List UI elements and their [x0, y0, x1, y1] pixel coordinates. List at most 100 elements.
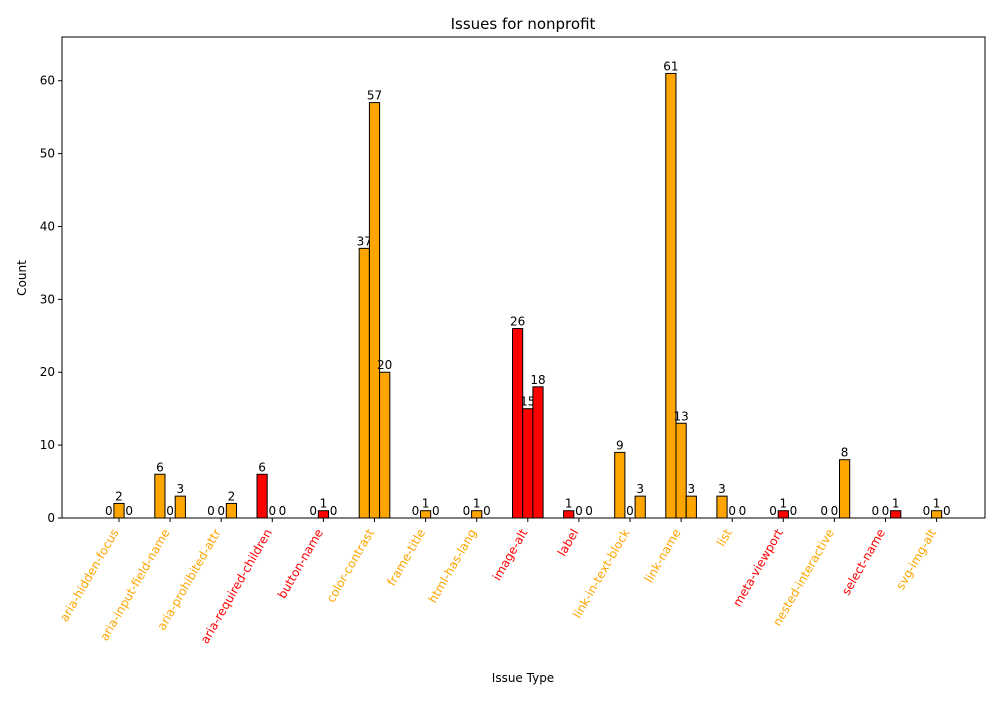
y-tick-label: 20 [40, 365, 55, 379]
bar-value-label: 0 [943, 504, 951, 518]
bar [931, 510, 943, 519]
bar-value-label: 0 [769, 504, 777, 518]
bar [174, 495, 186, 519]
bar-value-label: 0 [831, 504, 839, 518]
chart-marks: 0102030405060020aria-hidden-focus603aria… [40, 59, 951, 646]
x-tick-label: frame-title [384, 527, 428, 589]
bar-value-label: 1 [473, 497, 481, 511]
bar [563, 510, 575, 519]
bar [522, 408, 534, 519]
bar-value-label: 0 [432, 504, 440, 518]
bar-value-label: 6 [258, 460, 266, 474]
bar-value-label: 3 [718, 482, 726, 496]
y-tick-label: 60 [40, 74, 55, 88]
bar-value-label: 0 [105, 504, 113, 518]
x-tick-label: html-has-lang [426, 527, 480, 606]
bar-value-label: 0 [279, 504, 287, 518]
bar-value-label: 0 [463, 504, 471, 518]
bar-value-label: 0 [575, 504, 583, 518]
bar [512, 328, 524, 519]
chart-title: Issues for nonprofit [451, 15, 596, 33]
x-tick-label: select-name [839, 527, 888, 598]
bar [614, 451, 626, 519]
bar [716, 495, 728, 519]
bar-value-label: 8 [841, 446, 849, 460]
bar-value-label: 15 [520, 395, 535, 409]
x-axis-label: Issue Type [492, 671, 554, 685]
bar [379, 371, 391, 519]
bar-value-label: 0 [626, 504, 634, 518]
x-tick-label: link-in-text-block [570, 526, 632, 620]
bar-value-label: 1 [422, 497, 430, 511]
bar [317, 510, 329, 519]
bar-value-label: 1 [892, 497, 900, 511]
bar-value-label: 0 [207, 504, 215, 518]
bar-value-label: 0 [268, 504, 276, 518]
bar-value-label: 1 [565, 497, 573, 511]
bar-value-label: 0 [125, 504, 133, 518]
bar-value-label: 3 [687, 482, 695, 496]
bar-value-label: 3 [636, 482, 644, 496]
bar [665, 72, 677, 519]
x-tick-label: button-name [275, 527, 326, 602]
bar-value-label: 0 [585, 504, 593, 518]
bar [358, 247, 370, 519]
x-tick-label: color-contrast [324, 526, 378, 605]
bar [154, 473, 166, 519]
bar-value-label: 0 [820, 504, 828, 518]
bar-value-label: 18 [530, 373, 545, 387]
bar-value-label: 6 [156, 460, 164, 474]
bar-value-label: 3 [176, 482, 184, 496]
bar-value-label: 1 [320, 497, 328, 511]
bar-value-label: 2 [115, 489, 123, 503]
x-tick-label: svg-img-alt [893, 526, 939, 592]
x-tick-label: meta-viewport [730, 526, 786, 609]
bar [685, 495, 697, 519]
bar [113, 502, 125, 519]
bar-value-label: 0 [483, 504, 491, 518]
bar-value-label: 0 [412, 504, 420, 518]
bar [471, 510, 483, 519]
bar [890, 510, 902, 519]
bar-value-label: 0 [166, 504, 174, 518]
y-tick-label: 50 [40, 147, 55, 161]
bar-value-label: 0 [217, 504, 225, 518]
bar-value-label: 37 [357, 234, 372, 248]
bar-value-label: 0 [871, 504, 879, 518]
bar-value-label: 0 [739, 504, 747, 518]
x-tick-label: list [714, 526, 735, 549]
bar-value-label: 0 [309, 504, 317, 518]
bar [675, 422, 687, 519]
bar [634, 495, 646, 519]
bar-value-label: 0 [882, 504, 890, 518]
bar [225, 502, 238, 519]
y-tick-label: 40 [40, 219, 55, 233]
bar-value-label: 1 [779, 497, 787, 511]
bar-value-label: 13 [673, 409, 688, 423]
bar-value-label: 0 [790, 504, 798, 518]
plot-frame [61, 36, 986, 519]
x-tick-label: image-alt [490, 526, 531, 583]
bar-value-label: 57 [367, 89, 382, 103]
bar-value-label: 26 [510, 315, 525, 329]
y-tick-label: 30 [40, 292, 55, 306]
bar-value-label: 1 [933, 497, 941, 511]
bar-value-label: 2 [228, 489, 236, 503]
bar-value-label: 20 [377, 358, 392, 372]
bar [256, 473, 268, 519]
bar [368, 102, 381, 519]
bar-value-label: 9 [616, 438, 624, 452]
bar-value-label: 0 [330, 504, 338, 518]
x-tick-label: link-name [642, 527, 684, 586]
bar [420, 510, 432, 519]
y-tick-label: 10 [40, 438, 55, 452]
y-axis-label: Count [15, 260, 29, 296]
x-tick-label: label [555, 527, 582, 559]
bar-value-label: 61 [663, 59, 678, 73]
y-tick-label: 0 [47, 511, 55, 525]
bar [839, 459, 851, 519]
bar-value-label: 0 [728, 504, 736, 518]
bar-value-label: 0 [923, 504, 931, 518]
